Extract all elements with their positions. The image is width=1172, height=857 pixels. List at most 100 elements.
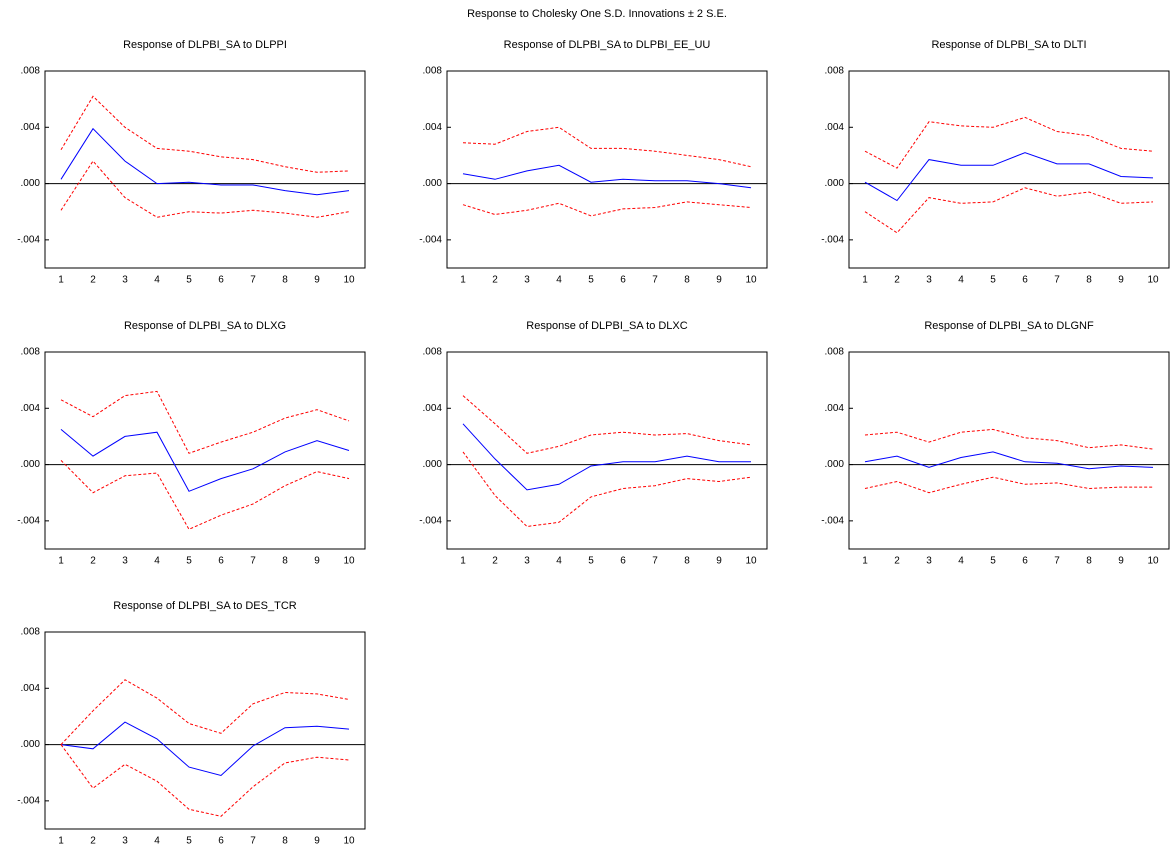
x-tick-label: 4: [154, 275, 160, 286]
x-tick-label: 3: [926, 556, 932, 567]
chart-title: Response of DLPBI_SA to DLGNF: [924, 320, 1094, 332]
y-tick-label: .000: [21, 739, 41, 750]
band-line: [60, 95, 350, 173]
response-line: [864, 451, 1154, 470]
band-line: [864, 187, 1154, 234]
y-tick-label: .008: [825, 66, 845, 77]
y-tick-label: .004: [21, 122, 41, 133]
y-tick-label: .004: [21, 683, 41, 694]
plot-frame: [848, 70, 1170, 269]
chart-title: Response of DLPBI_SA to DLTI: [931, 39, 1086, 51]
x-tick-label: 6: [218, 275, 224, 286]
x-tick-label: 8: [1086, 275, 1092, 286]
band-line: [462, 395, 752, 454]
chart-title: Response of DLPBI_SA to DES_TCR: [113, 600, 296, 612]
x-tick-label: 5: [990, 275, 996, 286]
x-tick-label: 9: [314, 836, 320, 847]
x-tick-label: 4: [556, 275, 562, 286]
x-tick-label: 4: [958, 275, 964, 286]
x-tick-label: 10: [745, 275, 757, 286]
y-tick-label: .008: [825, 347, 845, 358]
band-line: [462, 451, 752, 528]
y-tick-label: .004: [423, 122, 443, 133]
y-tick-label: -.004: [821, 515, 844, 526]
x-tick-label: 6: [620, 556, 626, 567]
x-tick-label: 1: [862, 275, 868, 286]
plot-frame: [44, 70, 366, 269]
x-tick-label: 4: [556, 556, 562, 567]
x-tick-label: 6: [218, 556, 224, 567]
x-tick-label: 5: [186, 556, 192, 567]
y-tick-label: .000: [825, 459, 845, 470]
x-tick-label: 7: [652, 275, 658, 286]
y-tick-label: .004: [825, 403, 845, 414]
x-tick-label: 3: [122, 275, 128, 286]
figure-title: Response to Cholesky One S.D. Innovation…: [467, 8, 727, 20]
plot-frame: [446, 351, 768, 550]
x-tick-label: 1: [460, 275, 466, 286]
response-line: [462, 423, 751, 491]
band-line: [60, 160, 350, 218]
y-tick-label: .008: [21, 66, 41, 77]
x-tick-label: 2: [894, 556, 900, 567]
x-tick-label: 1: [460, 556, 466, 567]
x-tick-label: 4: [958, 556, 964, 567]
x-tick-label: 6: [218, 836, 224, 847]
response-line: [864, 152, 1154, 202]
response-line: [60, 721, 350, 777]
plot-frame: [446, 70, 768, 269]
band-line: [60, 390, 350, 454]
x-tick-label: 2: [492, 556, 498, 567]
x-tick-label: 8: [684, 275, 690, 286]
y-tick-label: .008: [423, 347, 443, 358]
x-tick-label: 10: [1147, 275, 1159, 286]
x-tick-label: 1: [862, 556, 868, 567]
x-tick-label: 10: [1147, 556, 1159, 567]
x-tick-label: 7: [250, 275, 256, 286]
x-tick-label: 1: [58, 275, 64, 286]
x-tick-label: 10: [343, 836, 355, 847]
x-tick-label: 9: [716, 275, 722, 286]
y-tick-label: -.004: [17, 234, 40, 245]
plot-frame: [44, 631, 366, 830]
chart-title: Response of DLPBI_SA to DLPPI: [123, 39, 287, 51]
band-line: [864, 428, 1154, 450]
chart-title: Response of DLPBI_SA to DLXG: [124, 320, 286, 332]
y-tick-label: .000: [21, 459, 41, 470]
x-tick-label: 2: [90, 556, 96, 567]
band-line: [864, 116, 1154, 169]
band-line: [60, 679, 350, 745]
x-tick-label: 9: [1118, 275, 1124, 286]
x-tick-label: 2: [90, 836, 96, 847]
x-tick-label: 10: [745, 556, 757, 567]
y-tick-label: -.004: [419, 234, 442, 245]
x-tick-label: 2: [492, 275, 498, 286]
y-tick-label: .000: [825, 178, 845, 189]
x-tick-label: 9: [1118, 556, 1124, 567]
x-tick-label: 10: [343, 556, 355, 567]
y-tick-label: .004: [423, 403, 443, 414]
band-line: [462, 126, 752, 168]
x-tick-label: 9: [314, 556, 320, 567]
x-tick-label: 7: [1054, 556, 1060, 567]
x-tick-label: 9: [314, 275, 320, 286]
x-tick-label: 6: [1022, 275, 1028, 286]
x-tick-label: 6: [620, 275, 626, 286]
y-tick-label: .000: [423, 459, 443, 470]
y-tick-label: -.004: [821, 234, 844, 245]
y-tick-label: .000: [21, 178, 41, 189]
x-tick-label: 8: [282, 275, 288, 286]
y-tick-label: .000: [423, 178, 443, 189]
x-tick-label: 7: [652, 556, 658, 567]
y-tick-label: .004: [21, 403, 41, 414]
y-tick-label: .004: [825, 122, 845, 133]
x-tick-label: 3: [524, 275, 530, 286]
x-tick-label: 4: [154, 556, 160, 567]
x-tick-label: 10: [343, 275, 355, 286]
x-tick-label: 1: [58, 836, 64, 847]
y-tick-label: .008: [423, 66, 443, 77]
band-line: [864, 476, 1153, 494]
band-line: [60, 744, 350, 817]
band-line: [60, 460, 350, 530]
